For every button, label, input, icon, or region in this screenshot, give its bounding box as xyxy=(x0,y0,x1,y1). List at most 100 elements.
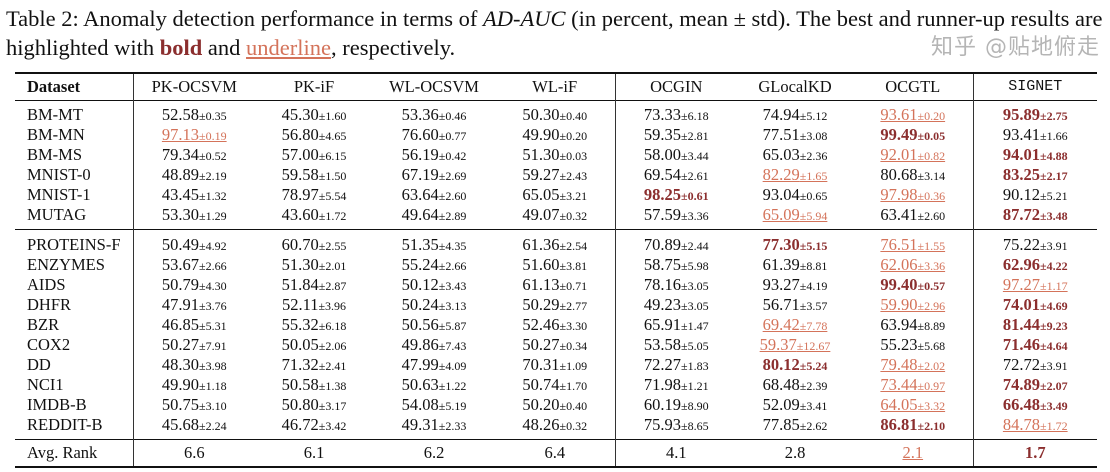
score-cell: 73.33±6.18 xyxy=(615,100,737,125)
best-score: 77.30±5.15 xyxy=(763,235,828,254)
std-value: ±2.02 xyxy=(917,358,946,373)
std-value: ±3.30 xyxy=(559,318,588,333)
mean-value: 62.06 xyxy=(880,254,918,274)
rank-cell: 6.2 xyxy=(373,439,495,467)
score-cell: 53.58±5.05 xyxy=(615,335,737,355)
std-value: ±3.13 xyxy=(438,298,467,313)
score-cell: 97.13±0.19 xyxy=(133,125,255,145)
mean-value: 93.41 xyxy=(1002,124,1041,144)
mean-value: 49.64 xyxy=(401,204,439,224)
runner-up-score: 82.29±1.65 xyxy=(763,165,828,184)
score: 57.00±6.15 xyxy=(282,145,347,164)
mean-value: 93.04 xyxy=(762,184,800,204)
score-cell: 52.46±3.30 xyxy=(495,314,616,335)
std-value: ±2.39 xyxy=(799,378,828,393)
runner-up-score: 92.01±0.82 xyxy=(880,145,945,164)
best-score: 95.89±2.75 xyxy=(1003,105,1068,124)
mean-value: 48.30 xyxy=(161,354,200,374)
score: 56.19±0.42 xyxy=(402,145,467,164)
std-value: ±0.05 xyxy=(917,128,946,143)
score: 93.04±0.65 xyxy=(763,185,828,204)
best-score: 83.25±2.17 xyxy=(1003,165,1068,184)
table-row: PROTEINS-F 50.49±4.92 60.70±2.55 51.35±4.35… xyxy=(15,229,1097,255)
rank-value: 6.4 xyxy=(544,442,566,462)
score: 46.72±3.42 xyxy=(282,415,347,434)
score-cell: 99.40±0.57 xyxy=(853,274,974,295)
std-value: ±1.21 xyxy=(681,378,709,393)
std-value: ±12.67 xyxy=(796,338,831,353)
score-cell: 60.19±8.90 xyxy=(615,395,737,415)
mean-value: 65.91 xyxy=(643,314,682,334)
std-value: ±0.36 xyxy=(917,188,946,203)
runner-up-score: 97.98±0.36 xyxy=(880,185,945,204)
score-cell: 50.30±0.40 xyxy=(495,100,616,125)
mean-value: 50.24 xyxy=(401,294,439,314)
std-value: ±2.01 xyxy=(318,258,347,273)
mean-value: 50.27 xyxy=(522,334,560,354)
std-value: ±2.55 xyxy=(318,238,347,253)
column-header: OCGTL xyxy=(853,73,974,100)
dataset-name: BM-MT xyxy=(15,100,134,125)
score-cell: 93.61±0.20 xyxy=(853,100,974,125)
table-row: NCI1 49.90±1.18 50.58±1.38 50.63±1.22 50.74±… xyxy=(15,374,1097,395)
score-cell: 93.04±0.65 xyxy=(737,185,853,205)
runner-up-score: 84.78±1.72 xyxy=(1003,415,1068,434)
score-cell: 59.90±2.96 xyxy=(853,294,974,315)
table-row: BZR 46.85±5.31 55.32±6.18 50.56±5.87 52.46±3… xyxy=(15,314,1097,335)
score-cell: 61.39±8.81 xyxy=(737,255,853,275)
table-row: BM-MT 52.58±0.35 45.30±1.60 53.36±0.46 50.30… xyxy=(15,100,1097,125)
mean-value: 71.46 xyxy=(1002,334,1041,354)
std-value: ±2.54 xyxy=(559,238,588,253)
std-value: ±3.98 xyxy=(199,358,227,373)
dataset-name: COX2 xyxy=(15,334,134,355)
score-cell: 55.24±2.66 xyxy=(373,255,495,275)
score-cell: 92.01±0.82 xyxy=(853,144,974,165)
mean-value: 59.58 xyxy=(281,164,319,184)
std-value: ±3.36 xyxy=(681,208,709,223)
score-cell: 78.16±3.05 xyxy=(615,275,737,295)
score: 49.07±0.32 xyxy=(522,205,587,224)
score-cell: 50.80±3.17 xyxy=(255,395,373,415)
runner-up-score: 79.48±2.02 xyxy=(880,355,945,374)
score-cell: 76.51±1.55 xyxy=(853,229,974,255)
std-value: ±5.12 xyxy=(799,108,828,123)
score-cell: 50.20±0.40 xyxy=(495,394,616,415)
score: 49.23±3.05 xyxy=(644,295,709,314)
mean-value: 79.34 xyxy=(161,144,200,164)
score-cell: 78.97±5.54 xyxy=(255,185,373,205)
dataset-name: PROTEINS-F xyxy=(15,229,134,255)
mean-value: 53.58 xyxy=(643,334,682,354)
std-value: ±5.54 xyxy=(318,188,347,203)
score: 50.30±0.40 xyxy=(522,105,587,124)
mean-value: 48.89 xyxy=(161,164,200,184)
score: 71.98±1.21 xyxy=(644,375,709,394)
score: 68.48±2.39 xyxy=(763,375,828,394)
mean-value: 53.67 xyxy=(161,254,200,274)
score: 53.67±2.66 xyxy=(162,255,227,274)
mean-value: 50.58 xyxy=(281,374,319,394)
std-value: ±5.21 xyxy=(1040,188,1068,203)
mean-value: 95.89 xyxy=(1002,104,1041,124)
score-cell: 49.23±3.05 xyxy=(615,295,737,315)
column-header: WL-OCSVM xyxy=(389,76,479,96)
score-cell: 62.96±4.22 xyxy=(973,255,1097,275)
mean-value: 75.93 xyxy=(643,414,682,434)
std-value: ±3.43 xyxy=(438,278,467,293)
mean-value: 50.80 xyxy=(281,394,319,414)
mean-value: 77.51 xyxy=(762,124,800,144)
table-caption: Table 2: Anomaly detection performance i… xyxy=(6,6,1103,60)
dataset-name: MUTAG xyxy=(15,204,134,229)
score: 63.94±8.89 xyxy=(880,315,945,334)
score-cell: 50.27±7.91 xyxy=(133,335,255,355)
score-cell: 65.05±3.21 xyxy=(495,184,616,205)
std-value: ±5.98 xyxy=(681,258,709,273)
best-score: 66.48±3.49 xyxy=(1003,395,1068,414)
std-value: ±2.62 xyxy=(799,418,828,433)
std-value: ±1.72 xyxy=(318,208,347,223)
score: 49.90±1.18 xyxy=(162,375,227,394)
score: 53.30±1.29 xyxy=(162,205,227,224)
score: 51.84±2.87 xyxy=(282,275,347,294)
mean-value: 62.96 xyxy=(1002,254,1041,274)
score: 47.91±3.76 xyxy=(162,295,227,314)
score-cell: 47.99±4.09 xyxy=(373,355,495,375)
